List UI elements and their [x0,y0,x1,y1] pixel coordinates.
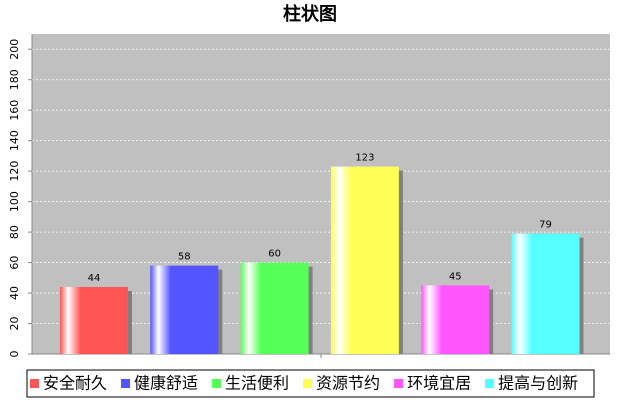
legend-label: 健康舒适 [134,374,198,393]
legend-label: 安全耐久 [43,374,107,393]
chart-title: 柱状图 [283,3,337,25]
legend-label: 资源节约 [316,374,380,393]
legend-swatch [121,379,131,388]
y-tick-label: 200 [8,39,21,60]
y-tick-label: 40 [8,286,21,300]
legend-label: 生活便利 [225,374,289,393]
bar [60,286,128,354]
y-tick-label: 80 [8,225,21,239]
value-label: 60 [268,249,281,260]
value-label: 79 [539,220,552,231]
legend-swatch [212,379,222,388]
y-tick-label: 100 [8,191,21,212]
y-tick-label: 60 [8,256,21,270]
bar [150,265,219,354]
y-tick-label: 160 [8,100,21,121]
y-tick-label: 20 [8,317,21,331]
value-label: 123 [355,153,374,164]
value-label: 44 [88,273,101,284]
legend-swatch [30,379,39,388]
y-tick-label: 180 [8,69,21,90]
y-tick-label: 0 [8,351,21,358]
legend-swatch [394,379,404,388]
bar [240,262,309,354]
value-label: 45 [449,271,462,282]
legend-label: 提高与创新 [498,374,578,393]
y-tick-label: 140 [8,130,21,151]
legend-label: 环境宜居 [407,374,471,393]
bar [330,166,399,354]
legend-swatch [303,379,313,388]
legend-swatch [485,379,495,388]
bar [511,233,580,354]
y-tick-label: 120 [8,161,21,182]
bar [421,285,490,354]
value-label: 58 [178,252,191,263]
